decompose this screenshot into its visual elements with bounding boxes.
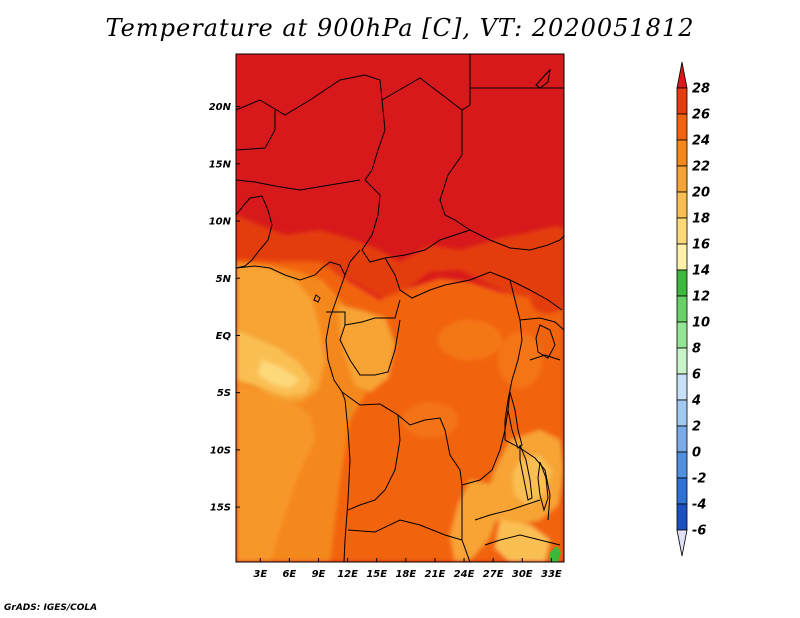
colorbar-label: 26 xyxy=(692,108,710,123)
colorbar-swatch xyxy=(676,373,688,401)
colorbar-label: 20 xyxy=(692,186,710,201)
colorbar-label: 28 xyxy=(692,82,710,97)
x-tick-label: 30E xyxy=(512,569,533,580)
colorbar-label: 16 xyxy=(692,238,710,253)
x-axis: 3E 6E 9E 12E 15E 18E 21E 24E 27E 30E 33E xyxy=(253,558,562,580)
colorbar-bottom-arrow xyxy=(676,529,688,557)
y-tick-label: 10S xyxy=(210,445,231,456)
grads-credit: GrADS: IGES/COLA xyxy=(4,603,98,613)
x-tick-label: 6E xyxy=(282,569,296,580)
colorbar-swatch xyxy=(676,321,688,349)
temperature-field xyxy=(236,54,564,562)
map-frame xyxy=(235,53,565,563)
x-tick-label: 18E xyxy=(395,569,416,580)
colorbar-top-arrow xyxy=(676,61,688,89)
country-borders xyxy=(236,54,564,562)
colorbar-swatch xyxy=(676,217,688,245)
y-tick-label: 20N xyxy=(209,102,232,113)
colorbar-swatch xyxy=(676,139,688,167)
x-tick-label: 24E xyxy=(454,569,475,580)
x-tick-label: 27E xyxy=(483,569,504,580)
chart-title: Temperature at 900hPa [C], VT: 202005181… xyxy=(105,14,695,42)
colorbar-swatch xyxy=(676,451,688,479)
y-tick-label: 15N xyxy=(209,159,232,170)
x-tick-label: 33E xyxy=(541,569,562,580)
colorbar-swatch xyxy=(676,269,688,297)
y-tick-label: 5S xyxy=(217,388,231,399)
colorbar-label: -2 xyxy=(692,472,706,487)
colorbar-label: 4 xyxy=(691,394,701,409)
colorbar-label: 10 xyxy=(692,316,710,331)
colorbar-swatch xyxy=(676,243,688,271)
colorbar-label: 2 xyxy=(692,420,701,435)
colorbar-swatch xyxy=(676,477,688,505)
colorbar-swatch xyxy=(676,191,688,219)
colorbar-label: 0 xyxy=(692,446,701,461)
x-tick-label: 9E xyxy=(312,569,326,580)
y-axis: 20N 15N 10N 5N EQ 5S 10S 15S xyxy=(209,102,240,514)
colorbar-label: 6 xyxy=(692,368,701,383)
x-tick-label: 12E xyxy=(337,569,358,580)
colorbar-swatch xyxy=(676,347,688,375)
y-tick-label: 5N xyxy=(216,274,232,285)
colorbar-label: 24 xyxy=(692,134,710,149)
colorbar-label: 18 xyxy=(692,212,710,227)
colorbar-swatch xyxy=(676,113,688,141)
y-tick-label: 10N xyxy=(209,217,232,228)
colorbar-swatch xyxy=(676,295,688,323)
x-tick-label: 21E xyxy=(425,569,446,580)
colorbar-label: -6 xyxy=(692,524,706,539)
colorbar-label: 14 xyxy=(692,264,710,279)
colorbar-label: 12 xyxy=(692,290,710,305)
y-tick-label: 15S xyxy=(210,503,231,514)
colorbar-swatch xyxy=(676,165,688,193)
colorbar-swatch xyxy=(676,503,688,531)
colorbar-swatch xyxy=(676,399,688,427)
colorbar-label: -4 xyxy=(692,498,706,513)
x-tick-label: 15E xyxy=(366,569,387,580)
colorbar-swatch xyxy=(676,87,688,115)
colorbar-label: 8 xyxy=(692,342,701,357)
colorbar-swatch xyxy=(676,425,688,453)
x-tick-label: 3E xyxy=(253,569,267,580)
colorbar-label: 22 xyxy=(692,160,710,175)
y-tick-label: EQ xyxy=(216,331,232,342)
